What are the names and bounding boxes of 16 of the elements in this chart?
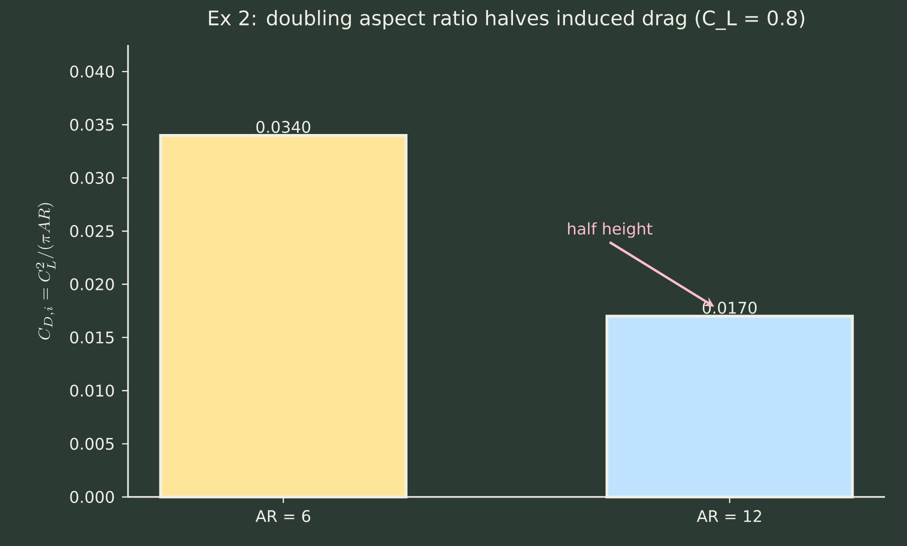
y-tick-label: 0.000 (70, 490, 114, 504)
annotation: half height (568, 222, 652, 238)
x-tick-label: AR = 12 (696, 510, 762, 522)
data-label: 0.0170 (702, 302, 757, 314)
y-tick-label: 0.015 (70, 331, 114, 344)
y-tick-label: 0.030 (70, 172, 114, 184)
chart-title: Ex 2: doubling aspect ratio halves induced drag (C_L = 0.8) (209, 10, 804, 30)
y-tick-label: 0.040 (70, 66, 114, 78)
y-tick-label: 0.035 (70, 118, 114, 131)
y-tick-label: 0.005 (70, 438, 114, 450)
y-tick-label: 0.025 (70, 225, 114, 238)
y-tick-label: 0.020 (70, 278, 114, 290)
data-label: 0.0340 (256, 120, 310, 133)
y-axis-title: $C_{D,i} = C_L^2/(\pi AR)$ (36, 203, 56, 340)
x-tick-label: AR = 6 (256, 510, 310, 522)
y-tick-label: 0.010 (70, 384, 114, 397)
